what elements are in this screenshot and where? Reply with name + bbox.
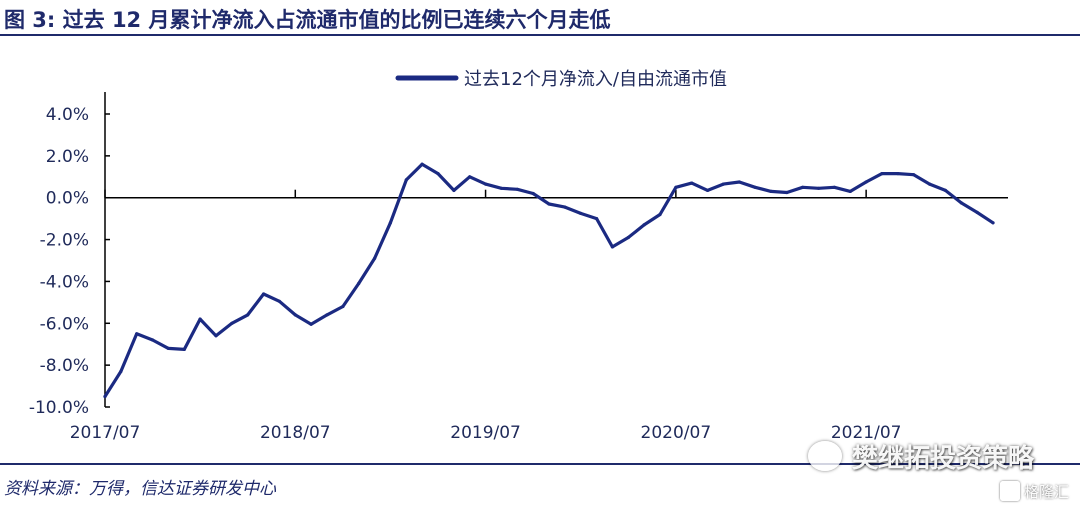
data-point — [721, 182, 726, 186]
data-point — [753, 185, 757, 189]
data-point — [246, 313, 250, 317]
data-point — [658, 212, 662, 217]
data-point — [848, 189, 852, 193]
data-point — [452, 188, 456, 192]
data-point — [547, 202, 551, 206]
data-point — [959, 201, 963, 205]
data-point — [674, 185, 678, 189]
data-point — [912, 173, 916, 177]
data-point — [801, 185, 805, 189]
y-tick-label: 2.0% — [46, 147, 89, 167]
legend-label: 过去12个月净流入/自由流通市值 — [464, 69, 727, 90]
wechat-icon — [808, 441, 842, 471]
title-rule — [0, 34, 1080, 36]
figure-title: 图 3: 过去 12 月累计净流入占流通市值的比例已连续六个月走低 — [4, 8, 611, 32]
data-point — [928, 182, 932, 186]
data-point — [832, 185, 837, 189]
data-point — [468, 175, 472, 179]
watermark-text: 樊继拓投资策略 — [852, 443, 1035, 474]
data-point — [182, 347, 186, 351]
y-tick-label: -8.0% — [40, 356, 89, 376]
data-point — [975, 210, 979, 214]
data-point — [785, 190, 789, 195]
data-point — [515, 187, 519, 191]
data-point — [214, 334, 218, 338]
watermark-badge-text: 格隆汇 — [1024, 482, 1070, 501]
data-point — [151, 338, 155, 342]
x-tick-label: 2017/07 — [70, 423, 141, 443]
y-tick-label: -4.0% — [40, 272, 89, 292]
y-tick-label: -6.0% — [40, 314, 89, 334]
data-point — [864, 180, 868, 184]
data-point — [357, 281, 361, 286]
y-tick-label: 4.0% — [46, 105, 89, 125]
data-point — [420, 162, 424, 166]
data-point — [230, 321, 234, 325]
data-point — [103, 394, 107, 399]
data-point — [499, 186, 503, 190]
data-point — [531, 191, 535, 196]
figure-header: 图 3: 过去 12 月累计净流入占流通市值的比例已连续六个月走低 — [0, 0, 1080, 38]
data-point — [737, 180, 741, 184]
y-tick-label: -10.0% — [29, 398, 89, 418]
data-point — [896, 172, 900, 176]
data-point — [943, 188, 948, 192]
data-point — [880, 172, 884, 176]
x-tick-label: 2020/07 — [641, 423, 712, 443]
data-point — [610, 245, 615, 249]
data-point — [262, 292, 266, 296]
watermark: 樊继拓投资策略 — [808, 436, 1034, 476]
data-point — [277, 299, 281, 303]
data-point — [325, 313, 329, 317]
data-point — [579, 211, 583, 215]
data-point — [436, 172, 440, 176]
data-point — [626, 235, 630, 240]
line-chart: -10.0% -8.0% -6.0% -4.0% -2.0% 0.0% 2.0% 4.0% 20… — [29, 69, 1008, 443]
data-point — [563, 205, 567, 209]
data-point — [595, 217, 599, 221]
x-tick-label: 2019/07 — [450, 423, 521, 443]
x-tick-label: 2021/07 — [831, 423, 902, 443]
data-point — [404, 178, 408, 182]
y-tick-label: -2.0% — [40, 231, 89, 251]
data-point — [373, 256, 377, 260]
series-line — [103, 162, 995, 399]
data-point — [341, 304, 345, 309]
watermark-badge: 格隆汇 — [1000, 480, 1069, 502]
data-point — [706, 188, 710, 192]
data-point — [690, 181, 694, 185]
data-point — [119, 369, 123, 373]
data-point — [293, 313, 297, 317]
source-note: 资料来源：万得，信达证券研发中心 — [4, 479, 276, 499]
source-rule — [0, 463, 1080, 465]
data-point — [769, 189, 773, 193]
y-tick-label: 0.0% — [46, 189, 89, 209]
data-point — [198, 317, 202, 321]
gelonghui-logo-icon — [1000, 481, 1020, 501]
data-point — [309, 322, 313, 326]
data-point — [991, 221, 995, 225]
data-point — [388, 221, 392, 225]
data-point — [166, 346, 170, 350]
data-point — [817, 186, 821, 190]
x-tick-label: 2018/07 — [260, 423, 331, 443]
data-point — [484, 182, 488, 186]
data-point — [642, 223, 646, 227]
data-point — [135, 332, 139, 336]
